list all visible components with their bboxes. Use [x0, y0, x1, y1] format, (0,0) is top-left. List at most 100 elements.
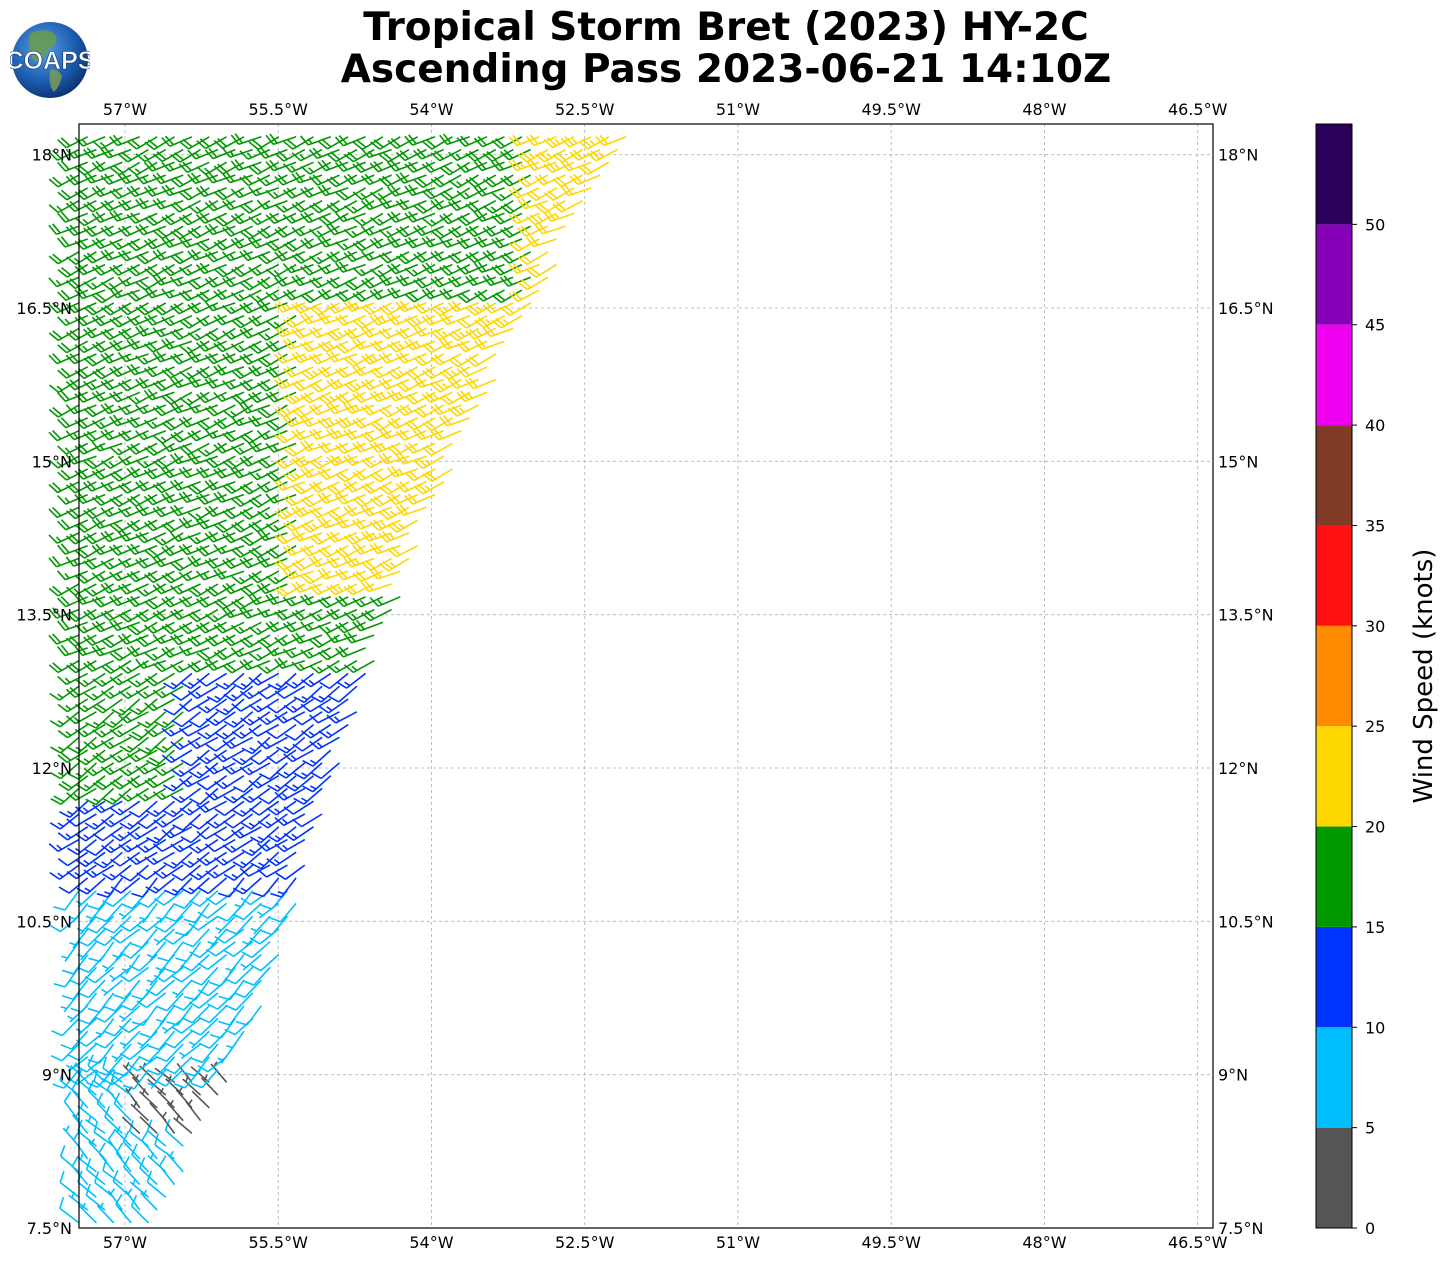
- wind-barb: [100, 634, 132, 649]
- wind-barb: [103, 1017, 132, 1037]
- wind-barb: [274, 325, 306, 338]
- wind-barb: [179, 698, 210, 712]
- wind-barb: [250, 954, 280, 972]
- wind-barb: [152, 633, 184, 645]
- wind-barb: [48, 352, 80, 365]
- wind-barb: [205, 813, 236, 829]
- wind-barb: [361, 481, 392, 494]
- wind-barb: [162, 800, 193, 818]
- wind-barb: [352, 619, 384, 632]
- wind-barb: [205, 736, 236, 752]
- wind-barb: [270, 877, 297, 898]
- wind-barb: [187, 302, 219, 314]
- wind-barb: [214, 723, 245, 740]
- wind-barb: [291, 171, 323, 184]
- wind-barb: [48, 838, 80, 853]
- wind-barb: [154, 1069, 184, 1087]
- wind-barb: [318, 723, 349, 739]
- wind-barb: [126, 314, 158, 326]
- wind-barb: [525, 134, 557, 147]
- wind-barb: [231, 596, 262, 610]
- wind-barb: [214, 928, 245, 944]
- x-ticks-bottom: 57°W 55.5°W 54°W 52.5°W 51°W 49.5°W 48°W 46.5°W: [103, 1233, 1228, 1252]
- wind-barb: [187, 659, 219, 673]
- wind-barb: [83, 864, 115, 879]
- wind-barb: [283, 749, 314, 763]
- wind-barb: [65, 532, 97, 545]
- wind-barb: [232, 902, 262, 921]
- wind-barb: [83, 634, 115, 647]
- wind-barb: [171, 966, 202, 983]
- wind-barb: [232, 749, 262, 766]
- wind-barb: [173, 1114, 193, 1135]
- wind-barb: [248, 723, 280, 737]
- y-tick-label-left: 9°N: [42, 1066, 72, 1085]
- wind-barb: [421, 187, 453, 200]
- wind-barb: [207, 928, 228, 948]
- wind-barb: [155, 992, 184, 1012]
- wind-barb: [214, 826, 245, 842]
- wind-barb: [57, 595, 89, 608]
- y-tick-label-left: 16.5°N: [16, 299, 72, 318]
- wind-barb: [52, 1069, 80, 1089]
- wind-barb: [204, 557, 236, 570]
- wind-barb: [231, 698, 262, 712]
- wind-barb: [122, 954, 141, 975]
- wind-barb: [145, 877, 176, 894]
- wind-barb: [170, 327, 201, 341]
- wind-barb: [100, 530, 132, 543]
- wind-barb: [100, 481, 132, 492]
- wind-barb: [180, 749, 210, 767]
- wind-barb: [57, 543, 88, 555]
- wind-barb: [225, 915, 254, 935]
- wind-barb: [213, 568, 245, 580]
- wind-barb: [50, 762, 80, 780]
- wind-barb: [361, 276, 392, 289]
- wind-barb: [178, 570, 210, 582]
- y-tick-label-right: 7.5°N: [1218, 1219, 1263, 1238]
- wind-barb: [336, 672, 367, 689]
- wind-barb: [369, 314, 401, 326]
- wind-barb: [166, 1005, 193, 1026]
- y-ticks-right: 7.5°N 9°N 10.5°N 12°N 13.5°N 15°N 16.5°N 18°N: [1218, 146, 1274, 1238]
- wind-barb: [188, 1030, 210, 1049]
- wind-barb: [292, 711, 323, 726]
- wind-barb: [59, 1068, 80, 1096]
- y-tick-label-left: 18°N: [32, 146, 72, 165]
- wind-barb: [242, 966, 271, 986]
- wind-barb: [110, 877, 141, 894]
- wind-barb: [153, 762, 184, 777]
- colorbar-tick-label: 0: [1365, 1219, 1375, 1238]
- wind-barb: [239, 658, 271, 671]
- wind-barb: [256, 300, 288, 312]
- wind-barb: [66, 711, 97, 725]
- wind-barb: [293, 762, 323, 780]
- wind-barb: [137, 890, 167, 908]
- wind-barb: [248, 698, 280, 713]
- wind-barb: [317, 621, 349, 634]
- wind-barb: [222, 736, 254, 750]
- wind-barb: [343, 583, 375, 596]
- wind-barb: [180, 826, 210, 844]
- wind-barb: [225, 954, 245, 975]
- wind-barb: [181, 928, 210, 948]
- wind-barb: [240, 813, 271, 830]
- wind-barb: [104, 1105, 123, 1134]
- wind-barb: [175, 915, 202, 937]
- wind-barb: [169, 504, 201, 517]
- wind-barb: [91, 570, 123, 583]
- wind-barb: [187, 506, 219, 521]
- y-ticks-left: 7.5°N 9°N 10.5°N 12°N 13.5°N 15°N 16.5°N 18°N: [16, 146, 72, 1238]
- x-tick-label-top: 52.5°W: [555, 100, 615, 119]
- wind-barb: [161, 646, 193, 658]
- wind-barb: [352, 596, 384, 608]
- wind-barb: [126, 645, 158, 658]
- wind-barb: [248, 672, 280, 686]
- wind-barb: [139, 1116, 158, 1134]
- wind-barb: [204, 531, 236, 543]
- wind-barb: [178, 645, 210, 657]
- colorbar-tick-label: 35: [1365, 516, 1385, 535]
- wind-barb: [88, 1138, 106, 1160]
- wind-barb: [161, 135, 193, 147]
- wind-barb: [266, 826, 297, 843]
